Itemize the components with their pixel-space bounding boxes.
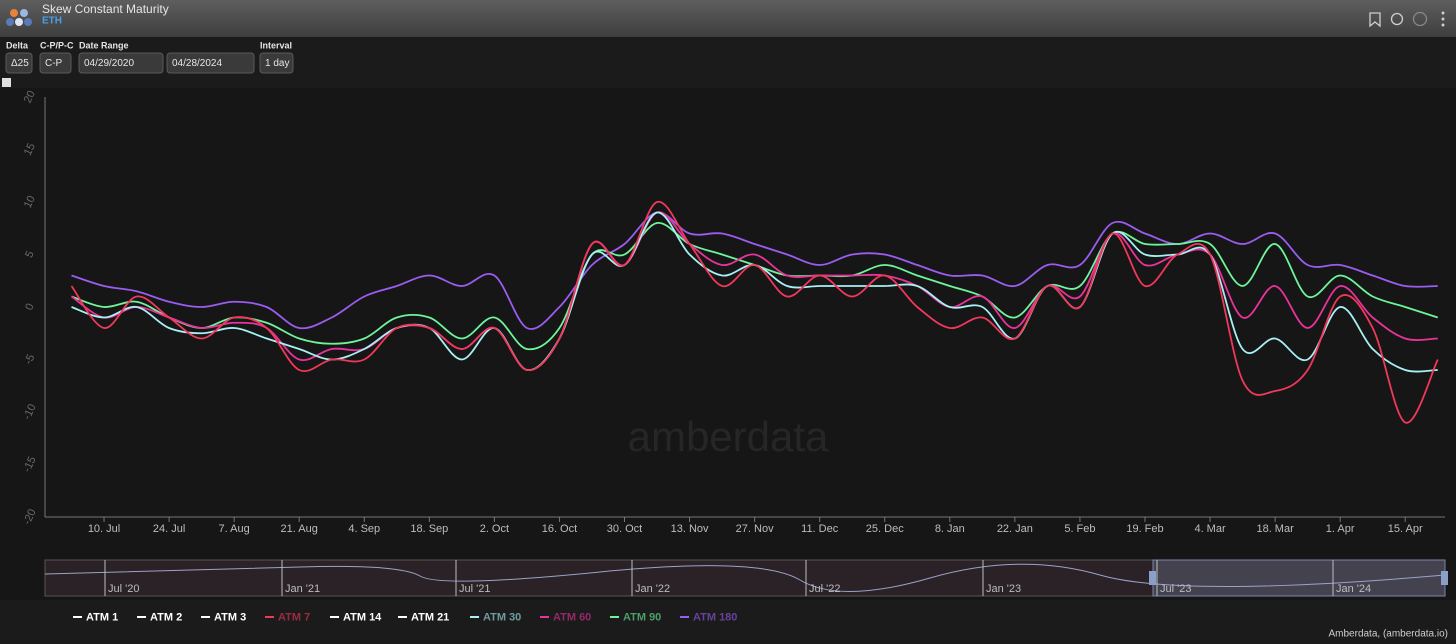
navigator-frame xyxy=(44,559,1446,597)
controls: Delta Δ25 C-P/P-C C-P Date Range 04/29/2020 04… xyxy=(5,40,294,74)
navigator-label: Jul '21 xyxy=(459,583,490,595)
navigator: Jul '20 Jan '21 Jul '21 Jan '22 Jul '22 Jan '… xyxy=(44,559,1448,597)
navigator-label: Jan '21 xyxy=(285,583,320,595)
navigator-handle[interactable] xyxy=(1441,571,1448,585)
legend-label[interactable]: ATM 1 xyxy=(86,611,118,623)
legend-label[interactable]: ATM 2 xyxy=(150,611,182,623)
control-value: 04/28/2024 xyxy=(172,58,222,69)
y-tick-label: 20 xyxy=(22,89,38,105)
series-line xyxy=(70,201,1439,424)
x-tick-label: 4. Mar xyxy=(1194,523,1226,535)
navigator-selection[interactable] xyxy=(1152,559,1446,597)
y-tick-label: 10 xyxy=(22,194,38,210)
legend: ATM 1 ATM 2 ATM 3 ATM 7 ATM 14 ATM 21 ATM 30 AT… xyxy=(73,611,737,623)
navigator-label: Jul '23 xyxy=(1160,583,1191,595)
legend-label[interactable]: ATM 14 xyxy=(343,611,382,623)
legend-label[interactable]: ATM 60 xyxy=(553,611,591,623)
control-value: C-P xyxy=(45,58,63,69)
control-value: Δ25 xyxy=(11,58,29,69)
control-value: 04/29/2020 xyxy=(84,58,134,69)
navigator-label: Jan '23 xyxy=(986,583,1021,595)
control-box[interactable] xyxy=(39,52,72,74)
navigator-trace xyxy=(44,563,1446,592)
control-label: Interval xyxy=(260,40,292,50)
x-tick-label: 24. Jul xyxy=(153,523,185,535)
x-tick-label: 16. Oct xyxy=(542,523,577,535)
y-tick-label: 15 xyxy=(22,141,38,157)
control-label: C-P/P-C xyxy=(40,40,74,50)
x-tick-label: 7. Aug xyxy=(219,523,250,535)
navigator-label: Jan '24 xyxy=(1336,583,1371,595)
x-tick-label: 15. Apr xyxy=(1388,523,1423,535)
x-tick-label: 30. Oct xyxy=(607,523,642,535)
legend-label[interactable]: ATM 3 xyxy=(214,611,246,623)
x-tick-label: 18. Sep xyxy=(410,523,448,535)
x-tick-label: 25. Dec xyxy=(866,523,904,535)
x-tick-label: 2. Oct xyxy=(480,523,509,535)
y-tick-label: -5 xyxy=(22,352,37,366)
x-tick-label: 11. Dec xyxy=(801,523,839,535)
navigator-handle[interactable] xyxy=(1149,571,1156,585)
x-tick-label: 4. Sep xyxy=(348,523,380,535)
navigator-label: Jul '22 xyxy=(809,583,840,595)
legend-label[interactable]: ATM 21 xyxy=(411,611,449,623)
x-tick-label: 22. Jan xyxy=(997,523,1033,535)
legend-label[interactable]: ATM 90 xyxy=(623,611,661,623)
y-tick-label: 5 xyxy=(23,249,36,260)
credit: Amberdata, (amberdata.io) xyxy=(1328,629,1448,640)
header-bar xyxy=(0,0,1456,37)
logo xyxy=(6,9,32,26)
x-tick-label: 19. Feb xyxy=(1126,523,1163,535)
control-label: Date Range xyxy=(79,40,129,50)
control-box[interactable] xyxy=(5,52,33,74)
navigator-label: Jan '22 xyxy=(635,583,670,595)
y-tick-label: 0 xyxy=(23,302,36,313)
control-value: 1 day xyxy=(265,58,289,69)
control-label: Delta xyxy=(6,40,29,50)
control-box[interactable] xyxy=(78,52,164,74)
header-icons[interactable] xyxy=(1369,11,1445,28)
panel-subtitle: ETH xyxy=(42,16,62,27)
legend-label[interactable]: ATM 7 xyxy=(278,611,310,623)
legend-label[interactable]: ATM 30 xyxy=(483,611,521,623)
x-tick-label: 8. Jan xyxy=(935,523,965,535)
x-tick-label: 21. Aug xyxy=(281,523,318,535)
plot-background xyxy=(0,88,1456,600)
x-tick-label: 27. Nov xyxy=(736,523,774,535)
panel-title: Skew Constant Maturity xyxy=(42,2,169,16)
x-tick-label: 10. Jul xyxy=(88,523,120,535)
x-tick-label: 1. Apr xyxy=(1326,523,1355,535)
navigator-label: Jul '20 xyxy=(108,583,139,595)
legend-label[interactable]: ATM 180 xyxy=(693,611,737,623)
control-box[interactable] xyxy=(166,52,255,74)
x-tick-label: 5. Feb xyxy=(1064,523,1095,535)
x-tick-label: 18. Mar xyxy=(1256,523,1294,535)
watermark: amberdata xyxy=(628,413,829,460)
series-line xyxy=(71,211,1438,330)
x-tick-label: 13. Nov xyxy=(671,523,709,535)
control-box[interactable] xyxy=(259,52,294,74)
collapse-toggle[interactable] xyxy=(2,78,11,87)
